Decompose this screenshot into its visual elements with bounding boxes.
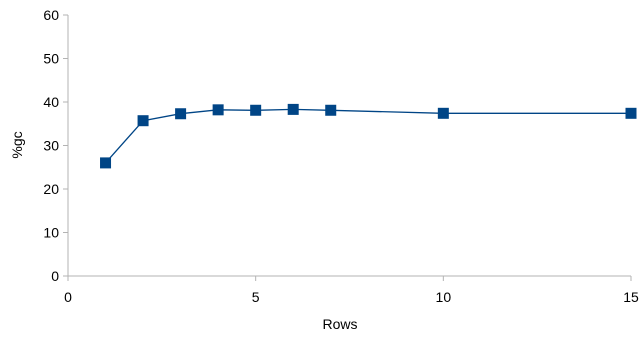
- data-point: [212, 104, 224, 116]
- x-tick-label: 5: [252, 289, 260, 305]
- y-tick-label: 20: [43, 181, 59, 197]
- x-tick-label: 10: [436, 289, 452, 305]
- data-point: [250, 104, 262, 116]
- y-tick-label: 50: [43, 51, 59, 67]
- x-tick-label: 0: [64, 289, 72, 305]
- y-tick-label: 10: [43, 225, 59, 241]
- data-point: [625, 107, 637, 119]
- plot-area: [100, 103, 637, 169]
- tick-group: 0 10 20 30 40 50 60 0 5 10 15: [43, 7, 639, 305]
- data-point: [100, 157, 112, 169]
- y-tick-label: 60: [43, 7, 59, 23]
- y-tick-label: 40: [43, 94, 59, 110]
- y-axis-title: %gc: [9, 131, 25, 158]
- data-point: [137, 115, 149, 127]
- data-point: [325, 104, 337, 116]
- x-axis-title: Rows: [322, 316, 357, 332]
- data-point: [175, 108, 187, 120]
- data-point: [287, 103, 299, 115]
- x-tick-label: 15: [623, 289, 639, 305]
- y-tick-label: 0: [51, 268, 59, 284]
- data-point: [437, 107, 449, 119]
- y-tick-label: 30: [43, 138, 59, 154]
